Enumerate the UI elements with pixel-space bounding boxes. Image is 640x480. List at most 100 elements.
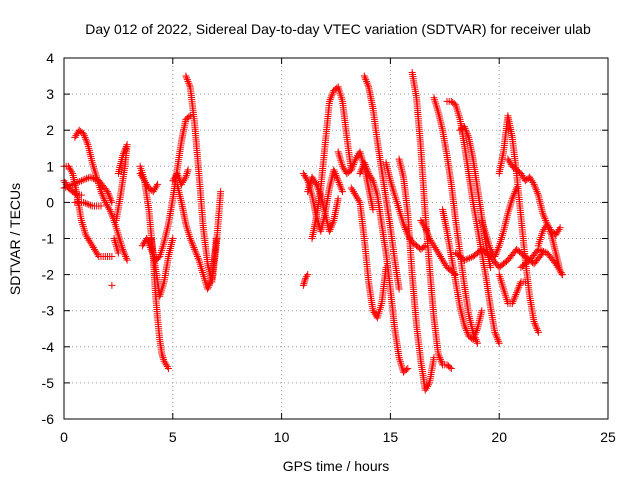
y-tick-label: -1: [42, 231, 55, 247]
data-point: [361, 160, 369, 168]
data-point: [101, 198, 109, 206]
data-point: [143, 180, 151, 188]
data-point: [332, 171, 340, 179]
data-point: [61, 179, 69, 187]
x-tick-label: 25: [600, 429, 616, 445]
data-point: [191, 247, 199, 255]
data-point: [150, 186, 158, 194]
data-point: [463, 328, 471, 336]
series-s2: [60, 162, 116, 261]
data-point: [316, 189, 324, 197]
data-point: [217, 188, 225, 196]
data-point: [424, 381, 432, 389]
data-point: [185, 81, 193, 89]
data-point: [362, 164, 370, 172]
y-tick-label: 2: [46, 122, 54, 138]
data-point: [193, 251, 201, 259]
data-point: [120, 148, 128, 156]
data-point: [164, 364, 172, 372]
data-point: [538, 247, 546, 255]
data-point: [363, 79, 371, 87]
data-point: [460, 123, 468, 131]
data-point: [72, 132, 80, 140]
data-point: [508, 299, 516, 307]
data-point: [108, 281, 116, 289]
data-point: [326, 96, 334, 104]
data-point: [521, 278, 529, 286]
data-point: [422, 225, 430, 233]
data-point: [511, 188, 519, 196]
data-points: [60, 68, 566, 394]
data-point: [312, 180, 320, 188]
data-point: [556, 224, 564, 232]
data-point: [362, 76, 370, 84]
data-point: [123, 256, 131, 264]
data-point: [349, 188, 357, 196]
data-point: [364, 168, 372, 176]
data-point: [370, 309, 378, 317]
data-point: [107, 209, 115, 217]
data-point: [423, 227, 431, 235]
data-point: [369, 307, 377, 315]
data-point: [335, 179, 343, 187]
data-point: [353, 193, 361, 201]
data-point: [511, 292, 519, 300]
data-point: [300, 280, 308, 288]
data-point: [462, 126, 470, 134]
data-point: [179, 179, 187, 187]
data-point: [106, 195, 114, 203]
series-s25: [395, 155, 438, 394]
data-point: [314, 184, 322, 192]
data-point: [98, 191, 106, 199]
data-point: [82, 137, 90, 145]
data-point: [334, 195, 342, 203]
data-point: [528, 177, 536, 185]
data-point: [102, 200, 110, 208]
data-point: [421, 224, 429, 232]
data-point: [158, 350, 166, 358]
data-point: [516, 280, 524, 288]
data-point: [402, 366, 410, 374]
data-point: [357, 168, 365, 176]
data-point: [526, 173, 534, 181]
data-point: [509, 193, 517, 201]
series-s35: [504, 155, 564, 239]
data-point: [348, 164, 356, 172]
data-point: [73, 130, 81, 138]
data-point: [514, 285, 522, 293]
data-point: [486, 263, 494, 271]
chart-title: Day 012 of 2022, Sidereal Day-to-day VTE…: [85, 21, 591, 37]
data-point: [149, 188, 157, 196]
data-point: [304, 271, 312, 279]
data-point: [461, 124, 469, 132]
data-point: [65, 182, 73, 190]
data-point: [84, 235, 92, 242]
x-tick-label: 10: [274, 429, 290, 445]
data-point: [473, 339, 481, 347]
data-point: [543, 220, 551, 228]
data-point: [513, 184, 521, 192]
data-point: [162, 361, 170, 369]
data-point: [81, 199, 89, 207]
data-point: [531, 321, 539, 329]
data-point: [360, 159, 368, 167]
data-point: [108, 198, 116, 206]
data-point: [534, 327, 542, 335]
data-point: [492, 249, 500, 257]
data-point: [138, 173, 146, 181]
data-point: [460, 321, 468, 329]
data-point: [440, 258, 448, 266]
data-point: [119, 245, 127, 253]
data-point: [553, 229, 561, 237]
data-point: [139, 175, 147, 183]
data-point: [539, 211, 547, 219]
data-point: [114, 170, 122, 178]
data-point: [556, 267, 564, 275]
data-point: [366, 171, 374, 179]
data-point: [491, 253, 499, 261]
data-point: [190, 244, 198, 252]
data-point: [420, 222, 428, 230]
data-point: [90, 245, 98, 253]
data-point: [184, 77, 192, 85]
data-point: [470, 334, 478, 342]
